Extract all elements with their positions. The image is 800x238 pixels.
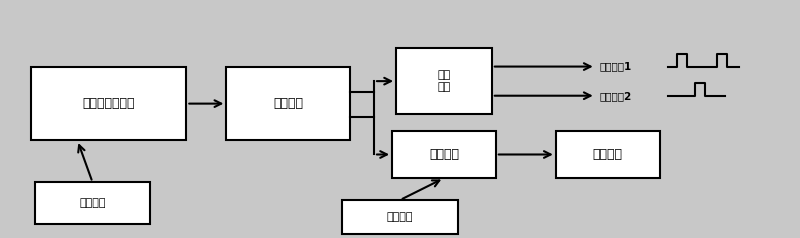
Bar [556,131,659,178]
Text: 放大电路: 放大电路 [273,97,303,110]
Text: 频率调节: 频率调节 [79,198,106,208]
Text: 脉宽
调节: 脉宽 调节 [438,70,450,92]
Text: 幅值调节: 幅值调节 [386,212,414,222]
Bar [226,67,350,140]
Text: 正弦波发生电路: 正弦波发生电路 [82,97,134,110]
Bar [342,200,458,234]
Text: 定位脉冲1: 定位脉冲1 [600,62,632,72]
Text: 励磁线圈: 励磁线圈 [593,148,622,161]
Bar [392,131,496,178]
Bar [396,48,492,114]
Bar [34,182,150,224]
Text: 功放电路: 功放电路 [429,148,459,161]
Text: 定位脉冲2: 定位脉冲2 [600,91,632,101]
Bar [30,67,186,140]
